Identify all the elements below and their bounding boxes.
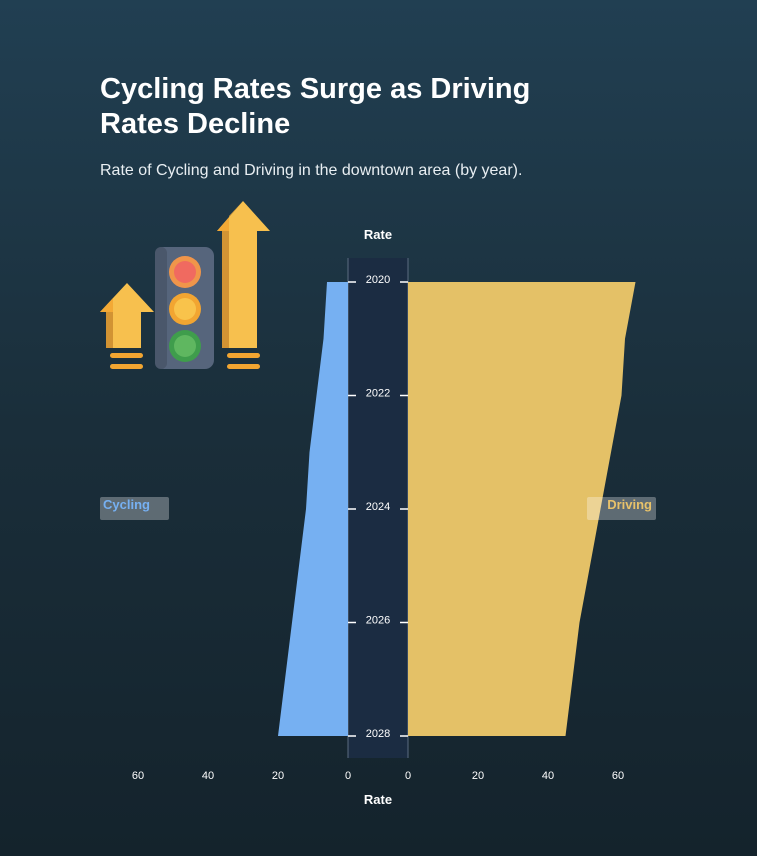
cycling-area <box>278 282 348 736</box>
value-tick-label: 60 <box>612 770 624 782</box>
chart-title: Cycling Rates Surge as Driving Rates Dec… <box>100 73 531 140</box>
value-tick-label: 40 <box>542 770 554 782</box>
legend-cycling: Cycling <box>100 497 169 520</box>
illustration <box>100 201 270 369</box>
center-year-band <box>348 258 408 758</box>
value-tick-label: 60 <box>132 770 144 782</box>
value-tick-label: 20 <box>472 770 484 782</box>
value-tick-label: 0 <box>345 770 351 782</box>
year-tick-label: 2024 <box>366 501 390 513</box>
year-tick-label: 2028 <box>366 728 390 740</box>
year-tick-label: 2022 <box>366 388 390 400</box>
value-tick-label: 40 <box>202 770 214 782</box>
value-tick-label: 0 <box>405 770 411 782</box>
legend-driving: Driving <box>587 497 656 520</box>
traffic-light-icon <box>155 247 214 369</box>
chart-subtitle: Rate of Cycling and Driving in the downt… <box>100 162 523 179</box>
year-tick-label: 2026 <box>366 615 390 627</box>
x-axis-label: Rate <box>364 792 392 807</box>
value-tick-label: 20 <box>272 770 284 782</box>
value-axis: 60 40 20 0 0 20 40 60 <box>132 770 624 782</box>
year-axis: 2020 2022 2024 2026 2028 <box>348 274 408 740</box>
year-tick-label: 2020 <box>366 274 390 286</box>
up-arrow-icon <box>100 283 154 369</box>
top-axis-label: Rate <box>364 227 392 242</box>
driving-area <box>408 282 636 736</box>
up-arrow-icon <box>217 201 270 369</box>
